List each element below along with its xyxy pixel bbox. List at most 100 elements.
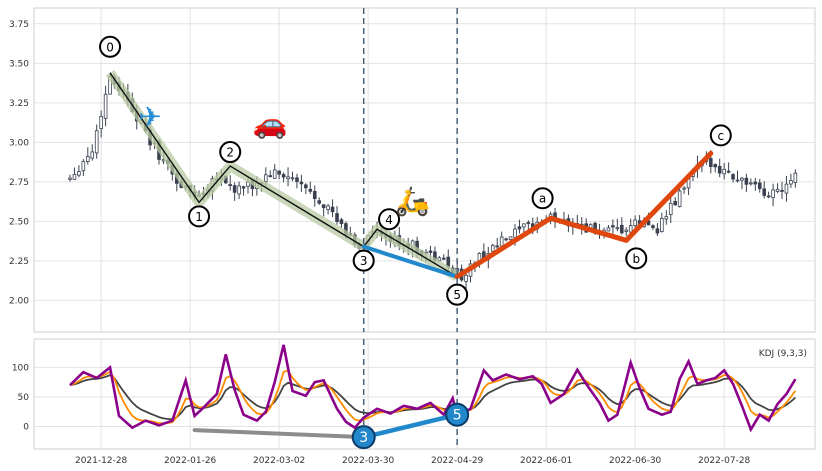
candle-body (237, 185, 241, 195)
kdj-y-tick-label: 100 (12, 363, 29, 373)
candle-body (232, 185, 237, 193)
candle (464, 271, 468, 289)
wave-label-0: 0 (106, 40, 114, 54)
x-tick-label: 2022-01-26 (164, 456, 217, 466)
candle (339, 217, 344, 228)
candle (290, 171, 295, 182)
candle (441, 254, 446, 261)
candle (717, 158, 722, 178)
candle (655, 223, 660, 236)
candle-body (717, 165, 722, 174)
x-tick-label: 2021-12-28 (75, 456, 128, 466)
candle (766, 191, 771, 199)
candle-body (428, 250, 433, 253)
wave-label-circle-3 (352, 249, 375, 272)
candle (268, 170, 273, 178)
candle (757, 178, 762, 193)
candle-body (464, 274, 468, 282)
candle-body (68, 177, 72, 180)
candle (620, 217, 624, 235)
candle-body (722, 168, 726, 175)
candle-body (504, 238, 508, 241)
kdj-wave-marker-label-3: 3 (359, 430, 368, 446)
candle (86, 147, 90, 165)
price-y-tick-label: 2.25 (9, 257, 29, 267)
candle-body (99, 116, 103, 130)
wave-label-1: 1 (195, 210, 203, 224)
candle-body (495, 245, 499, 248)
price-y-tick-label: 3.50 (9, 59, 29, 69)
candle-body (749, 182, 753, 185)
candle-body (740, 177, 744, 181)
candle-body (268, 175, 273, 178)
candle (321, 204, 326, 217)
candle-body (513, 228, 517, 238)
price-y-tick-label: 3.75 (9, 20, 29, 30)
candle (740, 176, 744, 190)
candle-body (94, 130, 99, 154)
candle (330, 199, 335, 217)
candle-body (735, 179, 740, 182)
x-tick-label: 2022-06-30 (609, 456, 662, 466)
candle (232, 182, 237, 201)
candle (308, 181, 313, 195)
candle (611, 219, 615, 234)
wave-label-circle-b (625, 247, 648, 270)
candle (682, 186, 686, 194)
correction-wave-line (454, 150, 714, 280)
wave-label-a: a (539, 192, 546, 206)
candle (753, 178, 758, 191)
candle-body (682, 187, 686, 190)
car-icon: 🚗 (253, 107, 288, 140)
candle-body (713, 163, 718, 168)
price-panel (33, 7, 816, 333)
candle-body (490, 244, 495, 252)
candle-body (81, 161, 86, 172)
candle (72, 167, 77, 180)
wave-label-circle-4 (378, 208, 401, 231)
candle-body (633, 219, 637, 226)
candle (68, 174, 72, 182)
candle-body (775, 189, 780, 192)
candle-body (295, 177, 299, 182)
candle (295, 173, 299, 189)
candle (775, 183, 780, 194)
wave-label-c: c (717, 129, 724, 143)
candle-body (281, 174, 286, 178)
candle (304, 183, 308, 195)
wave-label-circle-5 (446, 283, 469, 306)
candle-body (499, 236, 504, 247)
impulse-wave-line (109, 72, 458, 278)
candle-body (780, 189, 784, 192)
candle (517, 219, 522, 234)
candle (490, 243, 495, 253)
candle (495, 237, 499, 251)
candle (326, 203, 330, 215)
kdj-wave-marker-3 (351, 425, 376, 450)
candle-body (86, 156, 90, 162)
candle-body (677, 190, 682, 207)
candle-body (241, 186, 246, 189)
wave-label-circle-1 (188, 205, 211, 228)
kdj-y-tick-label: 0 (23, 423, 29, 433)
candle-body (312, 191, 317, 200)
candle (749, 178, 753, 186)
candle (744, 173, 749, 192)
candle (780, 181, 784, 200)
candle (726, 162, 731, 174)
candle (664, 210, 669, 225)
candle-body (789, 180, 793, 185)
candle-body (673, 200, 677, 206)
candle-body (709, 158, 713, 167)
kdj-panel (33, 338, 816, 450)
candle (90, 144, 95, 161)
candle (651, 224, 655, 231)
candle-body (441, 257, 446, 260)
kdj-wave-marker-5 (445, 402, 470, 427)
candle-body (757, 182, 762, 189)
candle-body (321, 204, 326, 209)
candle-body (628, 225, 633, 233)
candle (793, 169, 798, 188)
candle (673, 197, 677, 206)
